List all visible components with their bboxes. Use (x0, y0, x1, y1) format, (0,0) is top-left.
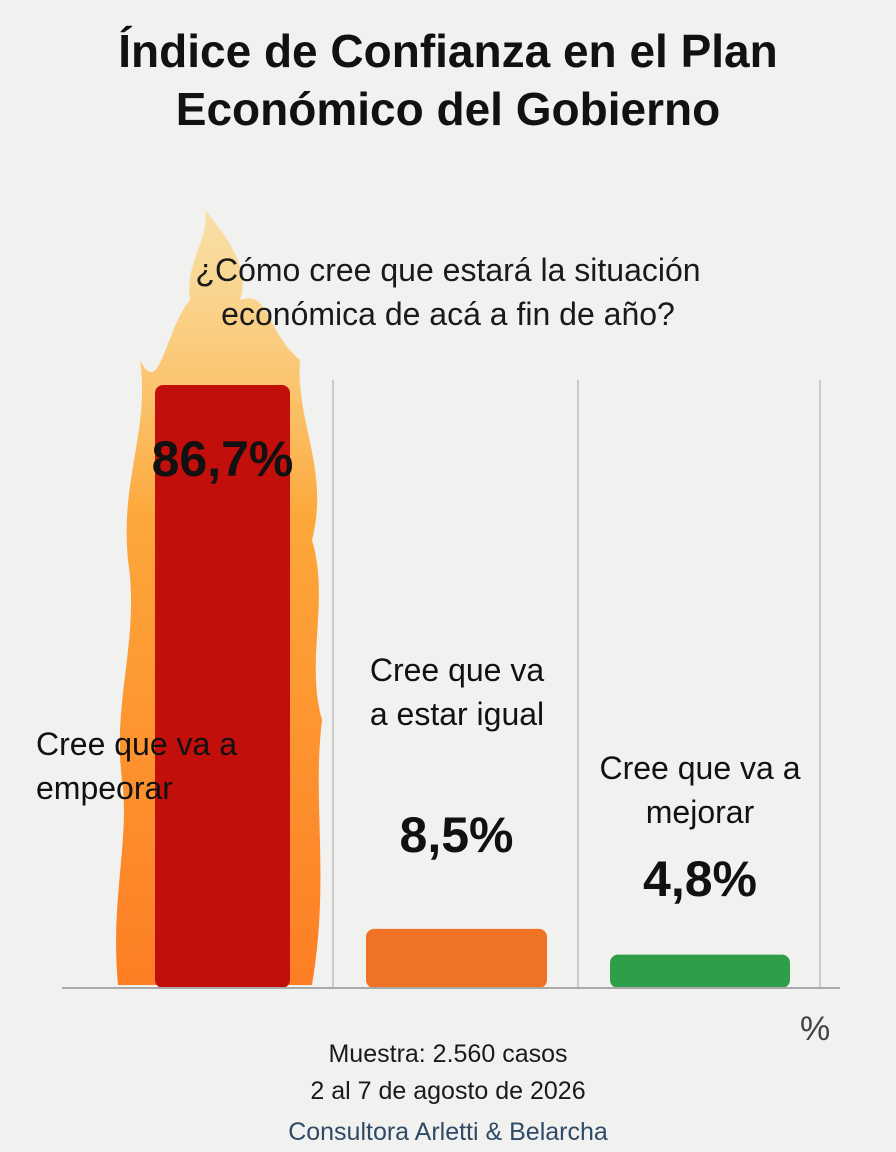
category-label: Cree que va a estar igual (369, 652, 545, 732)
footer-source: Consultora Arletti & Belarcha (288, 1118, 608, 1146)
bar (155, 385, 290, 988)
bar (366, 928, 547, 988)
chart-subtitle: ¿Cómo cree que estará la situación econó… (195, 252, 701, 332)
category-label: Cree que va a empeorar (36, 726, 238, 806)
unit-label: % (800, 1010, 831, 1048)
value-label: 86,7% (151, 431, 294, 487)
bars (155, 385, 790, 988)
category-label: Cree que va a mejorar (599, 750, 801, 830)
value-label: 4,8% (643, 851, 757, 907)
footer-date: 2 al 7 de agosto de 2026 (310, 1077, 586, 1105)
chart-title: Índice de Confianza en el Plan Económico… (118, 25, 778, 135)
bar (610, 954, 790, 988)
value-label: 8,5% (399, 807, 514, 863)
footer-sample: Muestra: 2.560 casos (328, 1040, 568, 1068)
